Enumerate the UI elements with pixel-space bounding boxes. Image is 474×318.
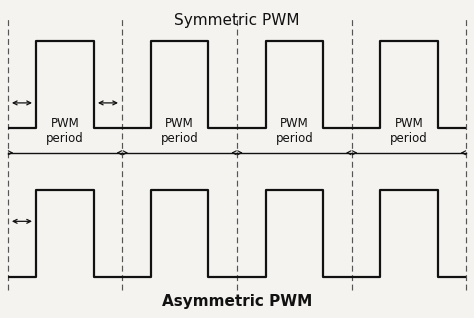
Text: PWM
period: PWM period [275,117,313,145]
Text: Symmetric PWM: Symmetric PWM [174,12,300,28]
Text: PWM
period: PWM period [161,117,199,145]
Text: PWM
period: PWM period [390,117,428,145]
Text: Asymmetric PWM: Asymmetric PWM [162,294,312,308]
Text: PWM
period: PWM period [46,117,84,145]
